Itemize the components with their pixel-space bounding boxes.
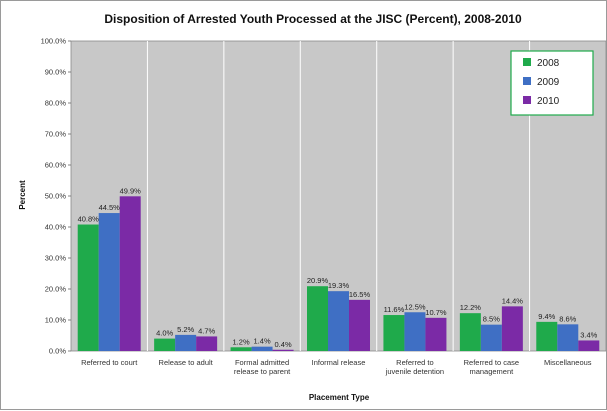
data-label: 10.7%: [425, 308, 447, 317]
y-tick-label: 40.0%: [45, 223, 67, 232]
legend-swatch-2010: [523, 96, 531, 104]
legend-swatch-2009: [523, 77, 531, 85]
bar-2008: [77, 224, 99, 351]
y-tick-label: 80.0%: [45, 99, 67, 108]
category-label: Informal release: [312, 358, 366, 367]
y-tick-label: 90.0%: [45, 68, 67, 77]
data-label: 8.5%: [483, 315, 500, 324]
bar-2009: [251, 346, 273, 351]
data-label: 12.2%: [460, 303, 482, 312]
data-label: 1.4%: [254, 337, 271, 346]
bar-2009: [328, 291, 349, 351]
category-label: Referred to case: [464, 358, 519, 367]
bar-2009: [557, 324, 579, 351]
y-tick-label: 20.0%: [45, 285, 67, 294]
data-label: 49.9%: [120, 186, 142, 195]
data-label: 0.4%: [275, 340, 292, 349]
data-label: 19.3%: [328, 281, 350, 290]
data-label: 4.0%: [156, 329, 173, 338]
category-label: juvenile detention: [385, 367, 444, 376]
bar-2009: [98, 213, 120, 351]
chart-title: Disposition of Arrested Youth Processed …: [104, 12, 522, 26]
data-label: 40.8%: [78, 215, 100, 224]
data-label: 14.4%: [502, 296, 524, 305]
data-label: 16.5%: [349, 290, 371, 299]
data-label: 8.6%: [559, 314, 576, 323]
y-tick-label: 10.0%: [45, 316, 67, 325]
legend-label-2010: 2010: [537, 96, 560, 107]
legend-label-2008: 2008: [537, 58, 560, 69]
data-label: 20.9%: [307, 276, 329, 285]
y-tick-label: 70.0%: [45, 130, 67, 139]
data-label: 9.4%: [538, 312, 555, 321]
data-label: 4.7%: [198, 326, 215, 335]
y-tick-label: 50.0%: [45, 192, 67, 201]
data-label: 1.2%: [233, 337, 250, 346]
bar-2009: [480, 324, 502, 351]
category-label: Release to adult: [159, 358, 214, 367]
category-label: release to parent: [234, 367, 291, 376]
bar-2010: [119, 196, 141, 351]
data-label: 5.2%: [177, 325, 194, 334]
bar-2009: [404, 312, 426, 351]
bar-2008: [459, 313, 481, 351]
category-label: Formal admitted: [235, 358, 289, 367]
data-label: 11.6%: [384, 305, 405, 314]
data-label: 12.5%: [404, 302, 426, 311]
bar-2010: [349, 299, 370, 351]
data-label: 44.5%: [99, 203, 121, 212]
bar-2008: [383, 315, 405, 351]
legend-label-2009: 2009: [537, 77, 560, 88]
y-tick-label: 100.0%: [41, 37, 67, 46]
y-axis-label: Percent: [18, 180, 27, 210]
bar-2010: [272, 349, 294, 351]
bar-2008: [536, 321, 558, 351]
bar-2009: [175, 334, 197, 351]
category-label: management: [469, 367, 514, 376]
bar-2008: [230, 347, 252, 351]
x-axis-label: Placement Type: [309, 393, 370, 402]
y-tick-label: 0.0%: [49, 347, 66, 356]
legend-swatch-2008: [523, 58, 531, 66]
bar-2010: [501, 306, 523, 351]
y-tick-label: 30.0%: [45, 254, 67, 263]
bar-2010: [425, 317, 447, 351]
bar-2008: [307, 286, 328, 351]
bar-2010: [196, 336, 218, 351]
category-label: Referred to: [396, 358, 434, 367]
data-label: 3.4%: [580, 330, 597, 339]
bar-2010: [578, 340, 600, 351]
y-tick-label: 60.0%: [45, 161, 67, 170]
category-label: Referred to court: [81, 358, 138, 367]
bar-2008: [154, 338, 176, 351]
category-label: Miscellaneous: [544, 358, 592, 367]
